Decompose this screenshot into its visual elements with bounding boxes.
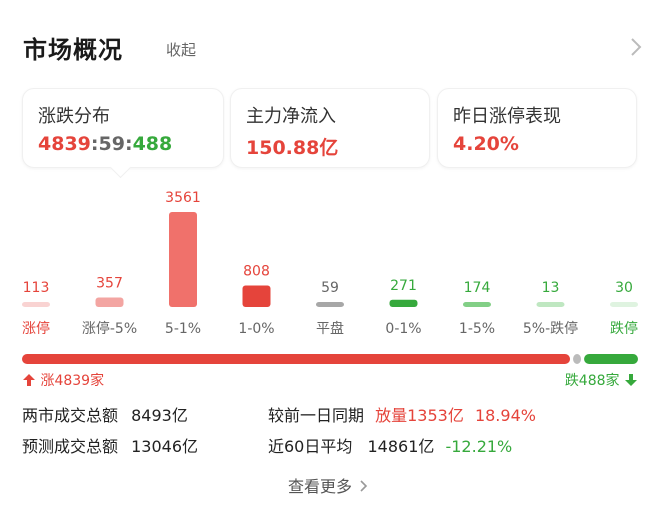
bar-value-label: 3561	[165, 190, 201, 206]
bar-value-label: 30	[615, 280, 633, 296]
turnover-avg-pct: -12.21%	[445, 437, 513, 456]
arrow-down-icon	[625, 374, 637, 386]
bar-category-label: 1-0%	[238, 321, 274, 337]
bar-category-label: 涨停	[22, 320, 50, 337]
card-value: 4.20%	[453, 133, 519, 155]
card-rise-fall[interactable]: 涨跌分布 4839:59:488	[22, 88, 224, 168]
bar-category-label: 0-1%	[385, 321, 421, 337]
turnover-forecast-label: 预测成交总额	[22, 437, 119, 456]
card-limit-up-performance[interactable]: 昨日涨停表现 4.20%	[437, 88, 637, 168]
bar-5	[389, 299, 418, 307]
bar-value-label: 357	[96, 275, 123, 291]
turnover-total-value: 8493亿	[131, 406, 188, 425]
bar-value-label: 271	[390, 278, 417, 294]
card-label: 涨跌分布	[38, 106, 110, 127]
turnover-total-row: 两市成交总额 8493亿	[22, 402, 188, 426]
distribution-bar-chart: 113 涨停 357 涨停-5% 3561 5-1% 808 1-0% 59 平盘 271 0-1% 1…	[22, 190, 638, 337]
turnover-forecast-row: 预测成交总额 13046亿	[22, 433, 198, 457]
rise-fall-ratio-bar	[22, 354, 638, 364]
up-total-label: 涨4839家	[40, 373, 105, 389]
bar-category-label: 跌停	[610, 320, 638, 337]
chevron-right-icon	[360, 480, 368, 492]
separator: :	[90, 133, 99, 155]
turnover-forecast-value: 13046亿	[131, 437, 199, 456]
bar-category-label: 平盘	[316, 320, 344, 337]
bar-8	[610, 302, 638, 307]
separator: :	[124, 133, 133, 155]
turnover-total-label: 两市成交总额	[22, 406, 119, 425]
page-title: 市场概况	[23, 36, 123, 64]
bar-value-label: 59	[321, 280, 339, 296]
turnover-avg-label: 近60日平均	[268, 437, 353, 456]
bar-0	[22, 302, 50, 307]
card-value: 4839:59:488	[38, 133, 172, 155]
up-segment	[22, 354, 571, 364]
card-value: 150.88亿	[246, 137, 339, 159]
flat-segment	[573, 354, 582, 364]
up-count: 4839	[38, 133, 91, 155]
bar-4	[316, 302, 344, 307]
card-main-inflow[interactable]: 主力净流入 150.88亿	[230, 88, 430, 168]
bar-2	[169, 212, 197, 307]
down-count: 488	[132, 133, 173, 155]
chevron-right-icon[interactable]	[626, 36, 646, 58]
bar-category-label: 5%-跌停	[523, 320, 578, 337]
bar-category-label: 1-5%	[459, 321, 495, 337]
view-more-label: 查看更多	[288, 477, 353, 496]
up-total: 涨4839家	[22, 370, 104, 390]
bar-value-label: 113	[23, 280, 50, 296]
arrow-up-icon	[23, 374, 35, 386]
bar-value-label: 174	[464, 280, 491, 296]
bar-7	[536, 302, 565, 307]
bar-category-label: 涨停-5%	[82, 320, 137, 337]
collapse-button[interactable]: 收起	[166, 41, 197, 59]
down-segment	[584, 354, 638, 364]
down-total: 跌488家	[565, 370, 638, 390]
bar-1	[95, 297, 124, 307]
turnover-avg-row: 近60日平均 14861亿 -12.21%	[268, 433, 512, 457]
bar-value-label: 808	[243, 263, 270, 279]
turnover-compare-label: 较前一日同期	[268, 406, 365, 425]
down-total-label: 跌488家	[564, 373, 620, 389]
turnover-compare-value: 放量1353亿	[375, 406, 464, 425]
bar-3	[242, 285, 271, 307]
flat-count: 59	[98, 133, 125, 155]
bar-value-label: 13	[542, 280, 560, 296]
bar-6	[463, 302, 491, 307]
turnover-compare-pct: 18.94%	[474, 406, 536, 425]
turnover-avg-value: 14861亿	[367, 437, 435, 456]
bar-category-label: 5-1%	[165, 321, 201, 337]
turnover-compare-row: 较前一日同期 放量1353亿 18.94%	[268, 402, 536, 426]
card-label: 昨日涨停表现	[453, 106, 561, 127]
card-label: 主力净流入	[246, 106, 336, 127]
view-more-button[interactable]: 查看更多	[288, 473, 369, 497]
